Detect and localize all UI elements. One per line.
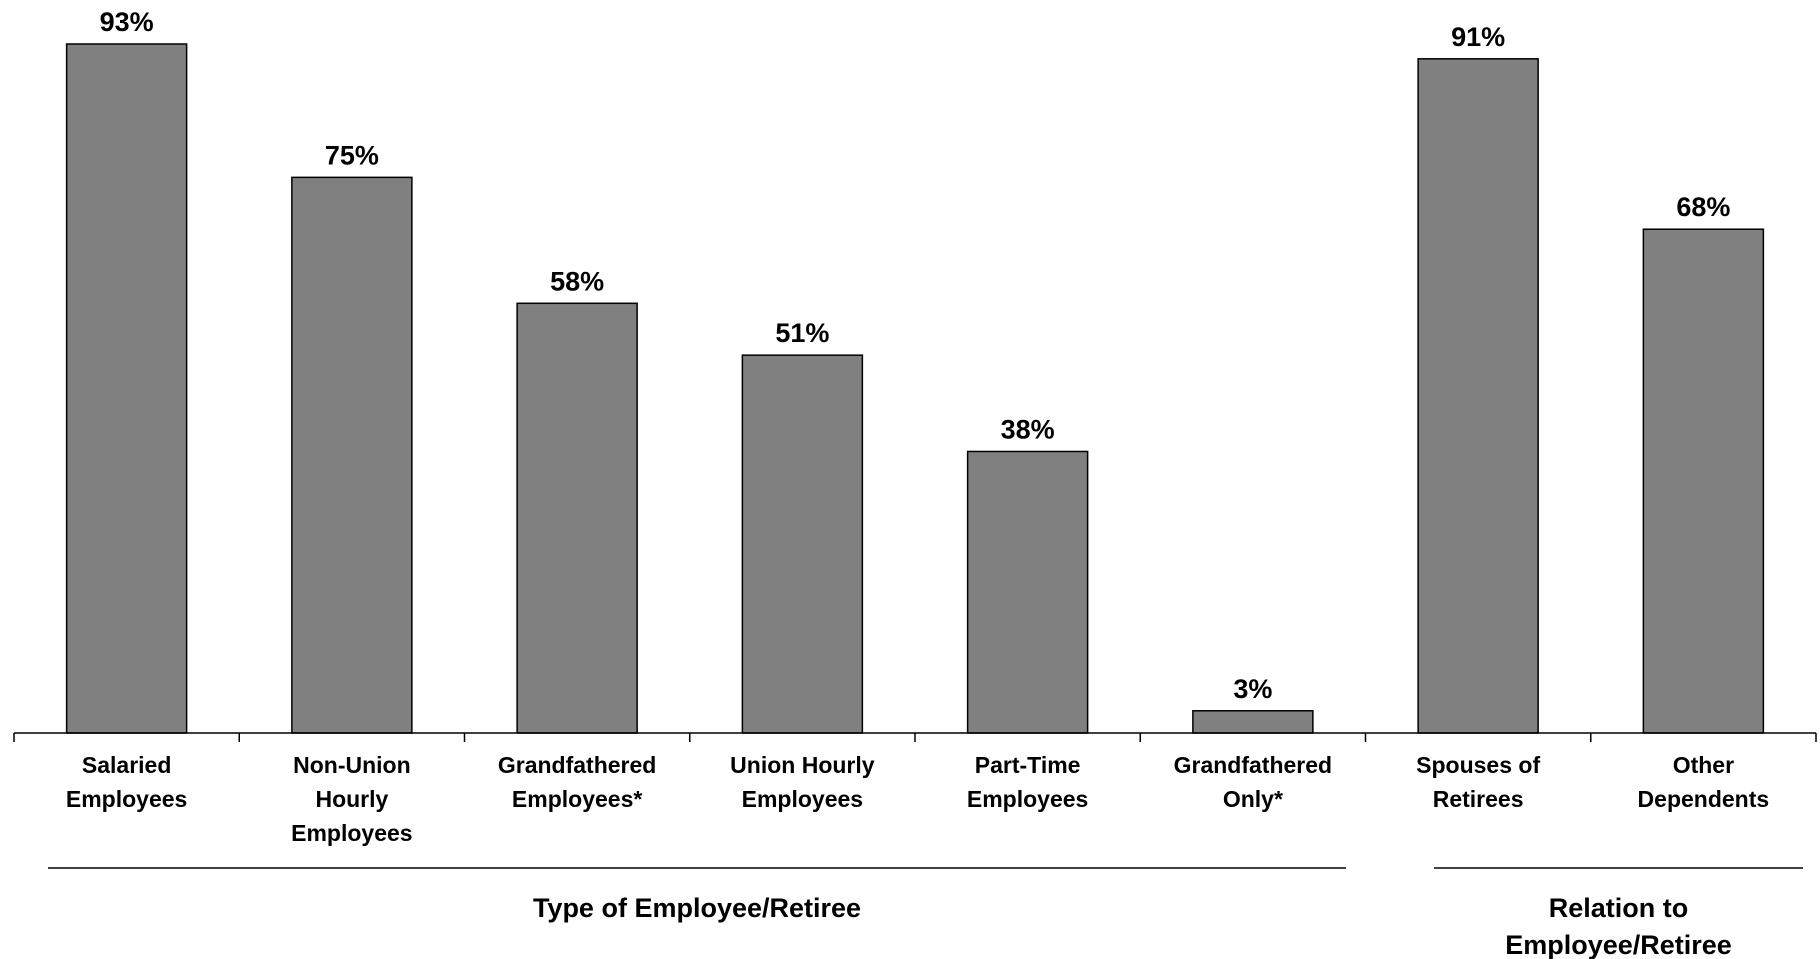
data-label: 75% [325,140,379,170]
category-label-line: Non-Union [293,752,411,778]
category-label-line: Other [1673,752,1734,778]
category-label-line: Employees [66,786,187,812]
category-label-line: Only* [1223,786,1283,812]
bar [516,302,638,734]
group-label: Relation to Employee/Retiree [1505,893,1732,959]
data-label: 58% [550,266,604,296]
category-label-line: Employees [742,786,863,812]
bar [1642,228,1765,734]
bar [1192,710,1314,734]
category-label-line: Part-Time [975,752,1081,778]
category-label: Grandfathered Only* [1174,752,1332,812]
data-label: 51% [775,318,829,348]
bar [966,450,1089,734]
group-label-line: Relation to [1549,893,1689,923]
data-label: 93% [100,7,154,37]
bar [741,354,864,734]
bar [65,43,188,734]
category-label: Non-Union Hourly Employees [291,752,412,846]
bar [291,176,413,734]
category-label-line: Dependents [1638,786,1770,812]
category-label-line: Salaried [82,752,172,778]
x-axis-ticks [13,733,1817,742]
group-labels-layer: Type of Employee/Retiree Relation to Emplo… [48,867,1803,959]
category-label-line: Employees [291,820,412,846]
group-label-line: Employee/Retiree [1505,930,1732,959]
group-label-line: Type of Employee/Retiree [533,893,861,923]
data-label: 68% [1676,192,1730,222]
category-label-line: Retirees [1433,786,1524,812]
value-labels-layer: 93% 75% 58% 51% 38% 3% 91% 68% [100,7,1731,704]
category-label: Grandfathered Employees* [498,752,656,812]
data-label: 91% [1451,22,1505,52]
category-label: Spouses of Retirees [1416,752,1540,812]
category-label-line: Employees [967,786,1088,812]
group-label: Type of Employee/Retiree [533,893,861,923]
category-label-line: Grandfathered [498,752,656,778]
bar [1417,58,1539,734]
category-label-line: Union Hourly [730,752,875,778]
category-label-line: Grandfathered [1174,752,1332,778]
category-label-line: Employees* [512,786,642,812]
data-label: 3% [1233,674,1272,704]
category-label: Other Dependents [1638,752,1770,812]
category-label: Salaried Employees [66,752,187,812]
category-label-line: Hourly [315,786,388,812]
category-label: Part-Time Employees [967,752,1088,812]
data-label: 38% [1001,414,1055,444]
category-label: Union Hourly Employees [730,752,875,812]
category-label-line: Spouses of [1416,752,1540,778]
category-labels-layer: Salaried Employees Non-Union Hourly Employee… [66,752,1769,846]
bars-layer [65,43,1765,734]
